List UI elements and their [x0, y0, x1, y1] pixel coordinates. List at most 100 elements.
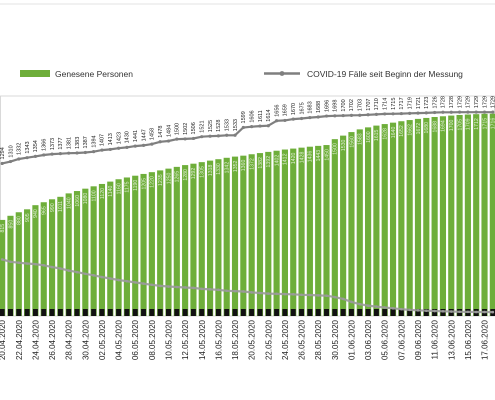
bar-recovered	[32, 205, 39, 316]
bar-value-label: 1450	[324, 149, 330, 161]
point-active	[466, 310, 470, 314]
point-total-cases	[399, 111, 403, 116]
bar-base-dark	[215, 309, 221, 316]
x-tick-label: 20.05.2020	[248, 319, 257, 360]
point-active	[433, 309, 436, 313]
point-total-cases	[374, 112, 379, 116]
bar-value-label: 1712	[474, 118, 480, 130]
point-active	[9, 260, 12, 264]
point-total-cases	[408, 111, 412, 115]
point-active	[425, 309, 428, 312]
bar-value-label: 815	[0, 224, 6, 233]
bar-base-dark	[373, 309, 379, 316]
bar-value-label: 1352	[233, 160, 239, 172]
bar-base-dark	[41, 309, 47, 316]
bar-base-dark	[332, 309, 338, 316]
bar-value-label: 1583	[358, 133, 364, 145]
bar-recovered	[173, 166, 180, 316]
bar-recovered	[7, 215, 14, 316]
case-value-label: 1707	[366, 99, 372, 111]
case-value-label: 1394	[91, 135, 97, 147]
x-tick-label: 09.06.2020	[414, 319, 423, 360]
bar-value-label: 1205	[141, 178, 147, 190]
point-total-cases	[150, 142, 154, 146]
bar-value-label: 1402	[274, 155, 280, 167]
case-value-label: 1407	[100, 134, 106, 146]
bar-recovered	[431, 116, 438, 316]
point-active	[17, 261, 21, 265]
bar-value-label: 905	[25, 213, 31, 222]
bar-recovered	[148, 172, 155, 316]
point-total-cases	[358, 113, 362, 117]
bar-base-dark	[290, 309, 296, 316]
bar-value-label: 1190	[133, 180, 139, 191]
x-tick-label: 30.05.2020	[331, 319, 340, 360]
bar-recovered	[115, 179, 122, 316]
bar-value-label: 1011	[58, 201, 64, 212]
case-value-label: 1506	[191, 122, 197, 134]
bar-base-dark	[224, 309, 230, 316]
case-value-label: 1447	[141, 129, 147, 141]
point-total-cases	[341, 113, 345, 118]
point-active	[217, 288, 220, 292]
point-total-cases	[25, 156, 29, 160]
point-active	[250, 291, 253, 294]
case-value-label: 1675	[299, 102, 305, 114]
point-active	[125, 279, 129, 283]
x-tick-label: 22.04.2020	[15, 319, 24, 360]
bar-value-label: 1140	[108, 185, 114, 196]
legend: Genesene Personen COVID-19 Fälle seit Be…	[20, 69, 463, 79]
point-total-cases	[50, 152, 54, 156]
case-value-label: 1659	[283, 104, 289, 116]
point-active	[100, 275, 104, 279]
bar-value-label: 940	[33, 209, 39, 218]
x-tick-label: 20.04.2020	[0, 319, 7, 360]
bar-base-dark	[423, 309, 429, 316]
point-active	[225, 289, 229, 293]
bar-recovered	[98, 183, 106, 316]
bar-value-label: 850	[8, 220, 14, 229]
x-tick-label: 07.06.2020	[397, 319, 406, 360]
point-active	[391, 307, 395, 310]
point-total-cases	[283, 118, 287, 123]
case-value-label: 1528	[216, 120, 222, 132]
case-value-label: 1670	[291, 103, 297, 115]
case-value-label: 1599	[241, 111, 247, 123]
bar-value-label: 1392	[266, 156, 272, 168]
bar-value-label: 965	[42, 206, 48, 215]
point-total-cases	[424, 111, 428, 115]
x-tick-label: 22.05.2020	[264, 319, 273, 360]
point-total-cases	[383, 112, 387, 116]
point-active	[350, 300, 353, 304]
case-value-label: 1294	[0, 147, 6, 159]
case-value-label: 1729	[482, 96, 488, 108]
case-value-label: 1354	[33, 140, 39, 152]
bar-recovered	[132, 175, 139, 316]
case-value-label: 1525	[208, 120, 214, 132]
bar-base-dark	[398, 309, 404, 316]
bar-value-label: 1080	[83, 193, 89, 205]
bar-recovered	[82, 188, 89, 316]
point-active	[483, 310, 486, 314]
point-total-cases	[75, 151, 79, 155]
x-tick-label: 12.05.2020	[181, 319, 190, 360]
point-active	[308, 293, 312, 297]
bar-value-label: 1615	[374, 129, 380, 141]
bar-base-dark	[16, 309, 22, 316]
case-value-label: 1688	[316, 101, 322, 113]
bar-value-label: 1652	[399, 125, 405, 137]
point-total-cases	[17, 157, 21, 161]
bar-value-label: 1292	[191, 168, 197, 180]
bar-base-dark	[240, 309, 246, 316]
bar-base-dark	[124, 309, 130, 316]
point-total-cases	[308, 115, 312, 120]
bar-recovered	[448, 115, 455, 316]
point-total-cases	[92, 150, 96, 154]
bar-value-label: 1694	[441, 120, 447, 132]
case-value-label: 1715	[391, 98, 397, 110]
x-tick-label: 16.05.2020	[214, 319, 223, 360]
point-total-cases	[449, 110, 453, 114]
case-value-label: 1719	[407, 97, 413, 109]
case-value-label: 1714	[383, 98, 389, 110]
